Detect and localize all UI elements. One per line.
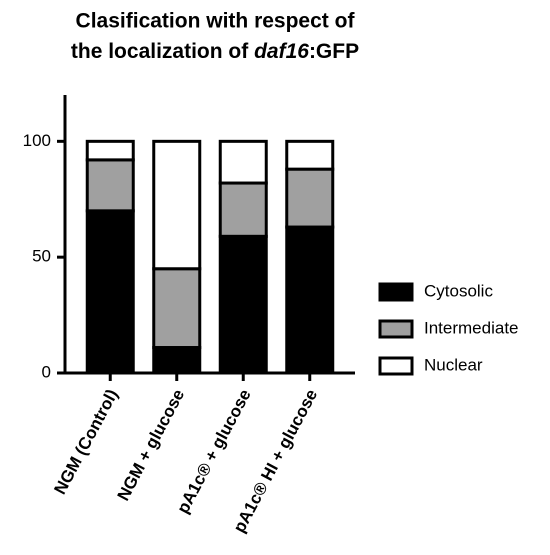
title-part: the localization of	[71, 40, 254, 63]
bar-segment	[285, 139, 335, 171]
title-part: :GFP	[309, 40, 359, 63]
bar-segment	[218, 139, 268, 185]
bar-segment	[285, 167, 335, 229]
bar-segment	[218, 234, 268, 375]
title-part: daf16	[254, 40, 309, 63]
bar-segment	[152, 346, 202, 375]
bar-segment	[152, 139, 202, 271]
bar-segment	[152, 267, 202, 350]
legend-label: Nuclear	[424, 355, 483, 374]
y-tick-label: 0	[42, 362, 51, 381]
legend-swatch	[378, 356, 414, 376]
chart-title: Clasification with respect of	[76, 10, 356, 33]
x-tick-label: NGM + glucose	[114, 386, 189, 504]
legend-swatch	[378, 282, 414, 302]
bar-segment	[85, 158, 135, 213]
legend-label: Intermediate	[424, 318, 519, 337]
y-tick-label: 100	[23, 131, 51, 150]
x-tick-label: NGM (Control)	[50, 386, 121, 497]
bar-segment	[285, 225, 335, 375]
legend-label: Cytosolic	[424, 281, 493, 300]
legend-swatch	[378, 319, 414, 339]
x-tick-label: pA1c® + glucose	[173, 386, 254, 517]
bar-segment	[85, 139, 135, 162]
bar-segment	[218, 181, 268, 238]
y-tick-label: 50	[32, 247, 51, 266]
chart-title: the localization of daf16:GFP	[71, 40, 359, 63]
bar-segment	[85, 209, 135, 375]
